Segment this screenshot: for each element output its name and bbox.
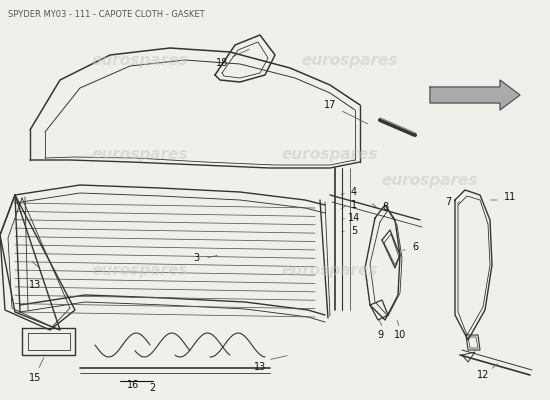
Polygon shape	[430, 80, 520, 110]
Text: 11: 11	[504, 192, 516, 202]
Text: 4: 4	[351, 187, 357, 197]
Text: 8: 8	[382, 202, 388, 212]
Text: eurospares: eurospares	[382, 172, 478, 188]
Text: 17: 17	[324, 100, 336, 110]
Text: 13: 13	[29, 280, 41, 290]
Text: SPYDER MY03 - 111 - CAPOTE CLOTH - GASKET: SPYDER MY03 - 111 - CAPOTE CLOTH - GASKE…	[8, 10, 205, 19]
Text: eurospares: eurospares	[302, 52, 398, 68]
Text: 12: 12	[477, 370, 489, 380]
Text: 18: 18	[216, 58, 228, 68]
Text: 13: 13	[254, 362, 266, 372]
Text: 16: 16	[127, 380, 139, 390]
Text: 7: 7	[445, 197, 451, 207]
Text: eurospares: eurospares	[282, 262, 378, 278]
Text: 15: 15	[29, 373, 41, 383]
Text: eurospares: eurospares	[92, 262, 188, 278]
Text: 10: 10	[394, 330, 406, 340]
Text: 1: 1	[351, 200, 357, 210]
Text: 3: 3	[193, 253, 199, 263]
Text: eurospares: eurospares	[282, 148, 378, 162]
Text: eurospares: eurospares	[92, 148, 188, 162]
Text: 9: 9	[377, 330, 383, 340]
Text: 5: 5	[351, 226, 357, 236]
Text: 2: 2	[149, 383, 155, 393]
Text: eurospares: eurospares	[92, 52, 188, 68]
Text: 14: 14	[348, 213, 360, 223]
Text: 6: 6	[412, 242, 418, 252]
